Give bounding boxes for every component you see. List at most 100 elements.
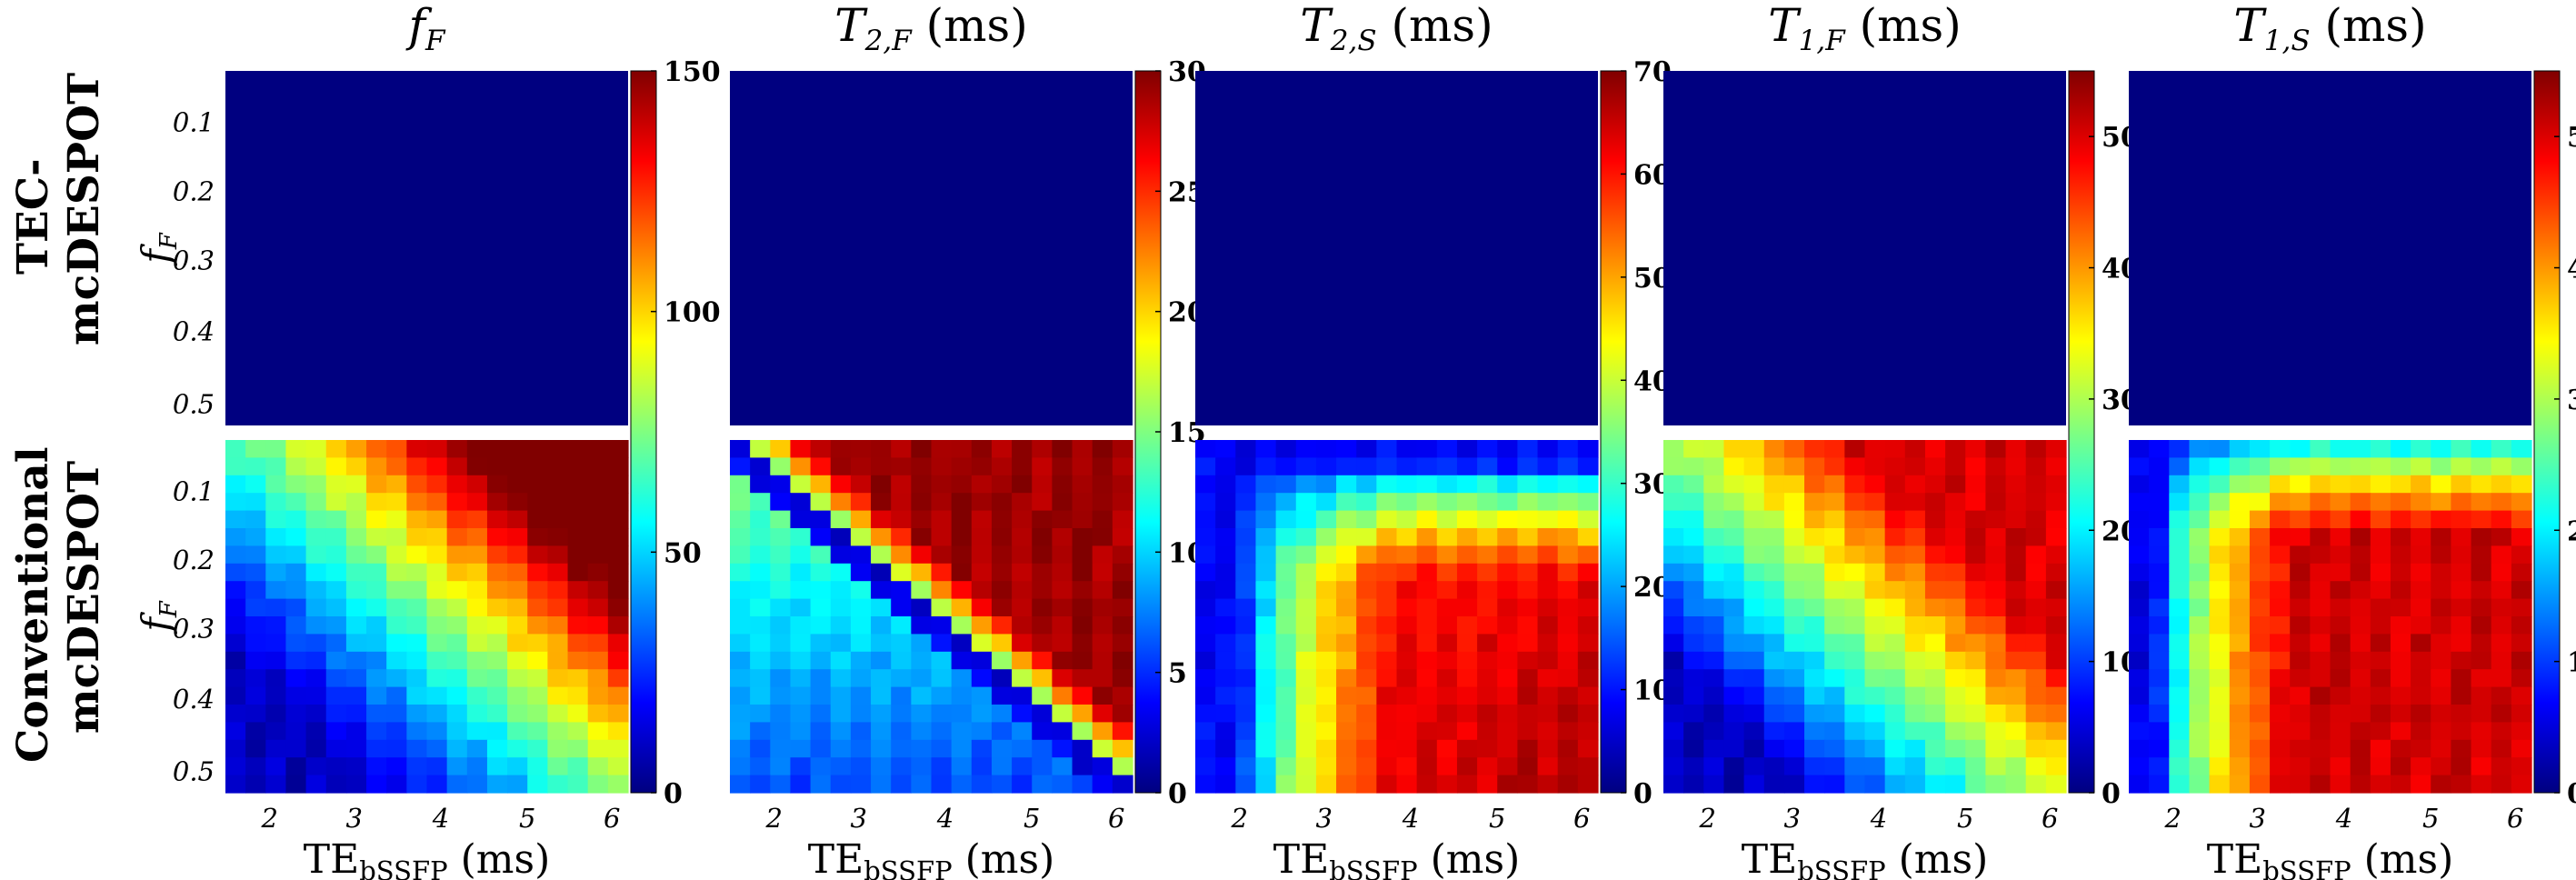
heatmap-cell [1112,457,1133,476]
heatmap-cell [2390,669,2411,688]
heatmap-cell [446,440,468,458]
heatmap-cell [305,545,327,565]
heatmap-cell [2249,528,2271,546]
heatmap-cell [830,705,852,723]
heatmap-cell [1195,757,1216,776]
colorbar-tick-label: 0 [1168,778,1187,810]
heatmap-cell [2411,440,2431,458]
heatmap-cell [2511,739,2532,758]
heatmap-cell [1092,686,1113,705]
heatmap-cell [285,616,307,635]
heatmap-cell [2411,669,2431,688]
heatmap-cell [931,634,953,653]
heatmap-cell [971,669,993,688]
heatmap-cell [1945,510,1966,529]
y-tick-label: 0.1 [173,107,215,138]
heatmap-cell [2390,528,2411,546]
heatmap-cell [1783,457,1805,476]
heatmap-cell [2451,475,2472,494]
heatmap-cell [2169,581,2191,600]
heatmap-cell [386,528,407,546]
heatmap-cell [225,563,246,582]
heatmap-cell [2025,493,2047,512]
heatmap-cell [1985,705,2007,723]
heatmap-cell [1456,440,1478,458]
heatmap-cell [1703,563,1725,582]
heatmap-cell [830,457,852,476]
heatmap-cell [2310,651,2331,670]
heatmap-cell [2005,598,2027,617]
heatmap-cell [2229,775,2251,794]
heatmap-cell [1804,616,1825,635]
heatmap-cell [2491,651,2512,670]
heatmap-cell [1436,757,1458,776]
heatmap-cell [871,722,892,741]
heatmap-cell [1945,705,1966,723]
heatmap-cell [991,775,1013,794]
heatmap-cell [2005,581,2027,600]
heatmap-cell [830,757,852,776]
heatmap-cell [305,457,327,476]
heatmap-cell [2169,598,2191,617]
heatmap-cell [1092,669,1113,688]
heatmap-cell [245,739,266,758]
heatmap-cell [587,545,609,565]
heatmap-cell [1275,775,1297,794]
heatmap-cell [1683,722,1704,741]
heatmap-cell [1396,475,1418,494]
heatmap-cell [971,634,993,653]
heatmap-cell [2471,669,2492,688]
heatmap-cell [1743,440,1765,458]
heatmap-cell [1683,669,1704,688]
heatmap-cell [1663,669,1684,688]
heatmap-cell [790,634,812,653]
x-tick-label: 2 [1231,803,1248,834]
heatmap-cell [1052,686,1073,705]
heatmap-cell [2025,457,2047,476]
heatmap-cell [1783,757,1805,776]
heatmap-cell [1577,686,1599,705]
heatmap-cell [1763,686,1785,705]
x-tick-label: 5 [1023,803,1040,834]
heatmap-cell [1195,651,1216,670]
heatmap-cell [1703,739,1725,758]
heatmap-cell [406,598,428,617]
heatmap-cell [1456,616,1478,635]
heatmap-cell [1965,440,1986,458]
heatmap-cell [2511,651,2532,670]
heatmap-cell [1824,651,1845,670]
heatmap-cell [2045,616,2067,635]
heatmap-cell [1295,616,1317,635]
heatmap-cell [1723,457,1745,476]
heatmap-cell [730,528,751,546]
heatmap-cell [1215,705,1236,723]
heatmap-cell [1112,757,1133,776]
heatmap-cell [1537,528,1559,546]
heatmap-cell [850,493,872,512]
heatmap-cell [1557,775,1579,794]
heatmap-cell [607,493,629,512]
heatmap-cell [1275,545,1297,565]
heatmap-cell [1215,457,1236,476]
heatmap-cell [2330,475,2351,494]
heatmap-cell [951,634,973,653]
colorbar-tick-label: 10 [2567,647,2576,679]
heatmap-cell [1072,669,1093,688]
heatmap-cell [790,775,812,794]
heatmap-cell [1052,739,1073,758]
heatmap-cell [1864,581,1886,600]
heatmap-cell [810,634,832,653]
heatmap-cell [1924,493,1946,512]
heatmap-cell [1032,581,1053,600]
heatmap-cell [830,616,852,635]
colorbar-1 [630,70,657,794]
heatmap-cell [1663,616,1684,635]
heatmap-cell [1864,493,1886,512]
heatmap-cell [225,775,246,794]
heatmap-cell [830,651,852,670]
x-tick-label: 4 [2335,803,2352,834]
heatmap-cell [1884,581,1906,600]
heatmap-cell [1703,686,1725,705]
heatmap-cell [305,634,327,653]
heatmap-cell [1195,686,1216,705]
